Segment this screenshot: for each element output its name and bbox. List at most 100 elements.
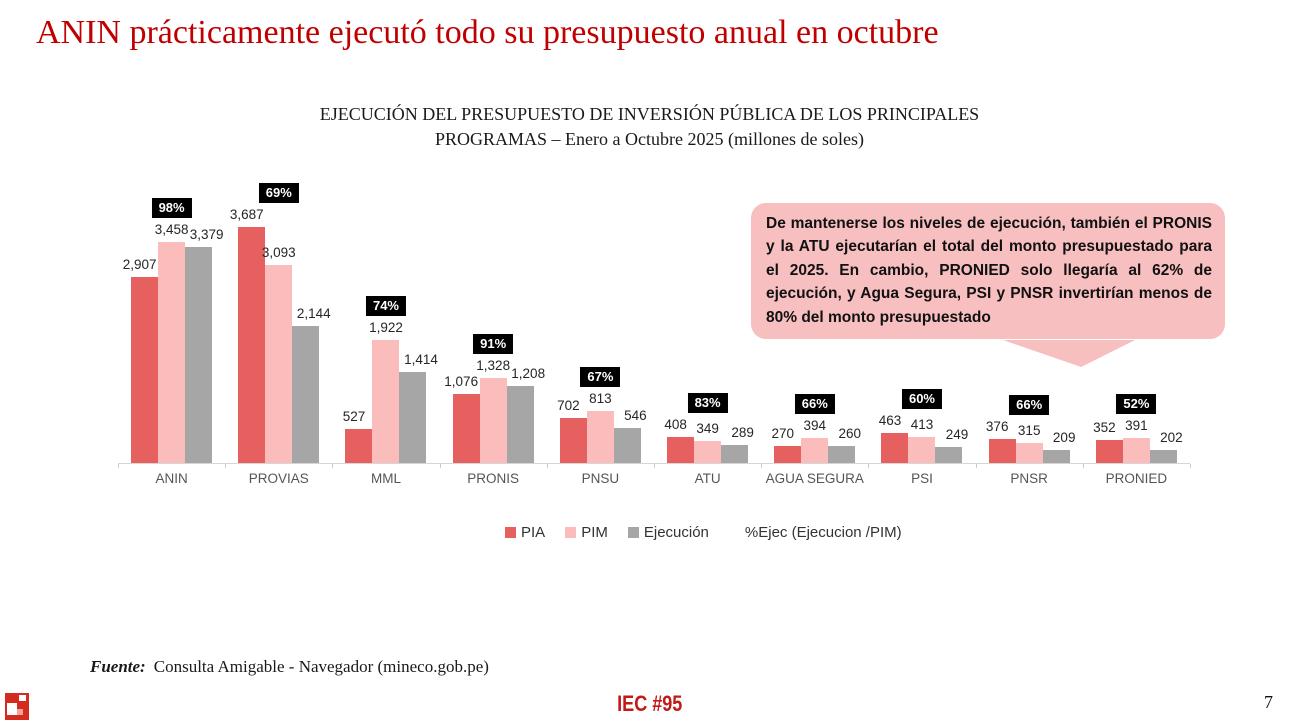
bar-value-label: 315: [1017, 423, 1041, 438]
bar-pim-provias: [265, 265, 293, 463]
bar-pia-anin: [131, 277, 159, 463]
bar-value-label: 394: [803, 418, 827, 433]
bar-value-label: 249: [945, 427, 969, 442]
legend-item-pim: PIM: [565, 524, 608, 541]
bar-value-label: 260: [838, 426, 862, 441]
chart-title: EJECUCIÓN DEL PRESUPUESTO DE INVERSIÓN P…: [0, 102, 1299, 152]
brand-logo-icon: [5, 693, 29, 720]
pct-ejec-badge-pronis: 91%: [473, 334, 514, 354]
category-label-mml: MML: [370, 471, 401, 486]
bar-group-pnsu: 702 813 546 67% PNSU: [547, 180, 654, 486]
bar-group-pronied: 352 391 202 52% PRONIED: [1083, 180, 1190, 486]
bar-value-label: 352: [1093, 420, 1116, 435]
x-axis-tick: [761, 464, 763, 468]
x-axis-tick: [332, 464, 334, 468]
legend-label-pia: PIA: [521, 524, 546, 541]
category-label-pronis: PRONIS: [467, 471, 520, 486]
bar-value-label: 813: [589, 391, 612, 406]
bar-value-label: 2,144: [296, 306, 331, 321]
bar-pim-pronied: [1122, 438, 1150, 463]
bar-value-label: 3,458: [154, 222, 189, 237]
bar-value-label: 2,907: [122, 257, 157, 272]
x-axis-tick: [654, 464, 655, 468]
bar-value-label: 3,093: [261, 245, 296, 260]
bar-pia-psi: [881, 433, 909, 463]
category-label-psi: PSI: [911, 471, 933, 486]
bar-value-label: 289: [731, 425, 754, 440]
source-label: Fuente:: [90, 657, 146, 676]
bar-pia-pnsr: [988, 439, 1016, 463]
bar-ejecuci-n-pnsu: [613, 428, 641, 463]
pct-ejec-badge-agua-segura: 66%: [794, 394, 835, 414]
pct-ejec-badge-pnsu: 67%: [580, 367, 621, 387]
bar-group-psi: 463 413 249 60% PSI: [868, 180, 975, 486]
bar-group-agua-segura: 270 394 260 66% AGUA SEGURA: [761, 180, 868, 486]
x-axis-tick: [975, 464, 977, 468]
footer-brand: IEC #95: [616, 691, 683, 716]
bar-ejecuci-n-mml: [399, 372, 427, 463]
callout-text: De mantenerse los niveles de ejecución, …: [766, 215, 1212, 326]
bar-value-label: 270: [771, 426, 795, 441]
bar-value-label: 546: [624, 408, 647, 423]
legend-swatch-pim: [565, 527, 577, 538]
x-axis-tick: [868, 464, 870, 468]
pct-ejec-badge-anin: 98%: [151, 198, 192, 218]
category-label-atu: ATU: [694, 471, 721, 486]
legend-swatch-pia: [505, 527, 516, 538]
pct-ejec-badge-psi: 60%: [901, 389, 942, 409]
bar-ejecuci-n-provias: [292, 326, 320, 463]
pct-ejec-badge-mml: 74%: [365, 296, 406, 316]
bar-value-label: 1,922: [369, 320, 403, 335]
bar-pia-pronied: [1095, 440, 1123, 463]
bar-ejecuci-n-anin: [185, 247, 213, 463]
category-label-provias: PROVIAS: [248, 471, 309, 486]
bar-value-label: 527: [342, 409, 366, 424]
callout-bubble: De mantenerse los niveles de ejecución, …: [751, 203, 1225, 340]
pct-ejec-badge-provias: 69%: [258, 183, 299, 203]
x-axis-tick: [439, 464, 441, 468]
category-label-pronied: PRONIED: [1105, 471, 1168, 486]
category-label-agua-segura: AGUA SEGURA: [765, 471, 864, 486]
slide-title: ANIN prácticamente ejecutó todo su presu…: [36, 14, 939, 51]
bar-pia-provias: [238, 227, 266, 463]
pct-ejec-badge-pnsr: 66%: [1009, 395, 1050, 415]
bar-group-pnsr: 376 315 209 66% PNSR: [976, 180, 1083, 486]
x-axis-tick: [546, 464, 548, 468]
pct-ejec-badge-atu: 83%: [687, 393, 728, 413]
bar-value-label: 463: [878, 413, 902, 428]
bar-pia-pronis: [452, 394, 480, 463]
legend-item-pia: PIA: [505, 524, 545, 541]
legend-item-ejecuci-n: Ejecución: [627, 524, 709, 541]
chart-legend: PIA PIM Ejecución %Ejec (Ejecucion /PIM): [505, 524, 902, 541]
bar-group-atu: 408 349 289 83% ATU: [654, 180, 761, 486]
bar-ejecuci-n-pronis: [506, 386, 534, 463]
bar-ejecuci-n-psi: [935, 447, 963, 463]
bar-pim-pnsr: [1015, 443, 1043, 463]
page-number: 7: [1264, 692, 1273, 712]
legend-label-pim: PIM: [581, 524, 608, 541]
bar-pia-mml: [345, 429, 373, 463]
source-note: Fuente: Consulta Amigable - Navegador (mi…: [90, 657, 489, 677]
chart-title-line1: EJECUCIÓN DEL PRESUPUESTO DE INVERSIÓN P…: [319, 104, 980, 124]
category-label-pnsu: PNSU: [581, 471, 620, 486]
bar-value-label: 413: [910, 417, 934, 432]
x-axis-tick: [118, 464, 119, 468]
bar-group-provias: 3,687 3,093 2,144 69% PROVIAS: [225, 180, 332, 486]
bar-group-pronis: 1,076 1,328 1,208 91% PRONIS: [440, 180, 547, 486]
category-label-pnsr: PNSR: [1010, 471, 1048, 486]
bar-value-label: 209: [1052, 430, 1076, 445]
bar-chart: 2,907 3,458 3,379 98% ANIN 3,687 3,093 2,144 69%…: [118, 180, 1191, 486]
bar-pim-pronis: [479, 378, 507, 463]
pct-ejec-badge-pronied: 52%: [1116, 394, 1157, 414]
bar-ejecuci-n-agua-segura: [828, 446, 856, 463]
bar-pia-pnsu: [559, 418, 587, 463]
x-axis-tick: [1082, 464, 1084, 468]
x-axis-tick: [225, 464, 227, 468]
legend-extra-label: %Ejec (Ejecucion /PIM): [744, 524, 902, 541]
bar-value-label: 1,414: [404, 352, 438, 367]
bar-value-label: 3,687: [229, 207, 264, 222]
source-text: Consulta Amigable - Navegador (mineco.go…: [153, 657, 489, 676]
legend-swatch-ejecuci-n: [627, 527, 639, 538]
chart-title-line2: PROGRAMAS – Enero a Octubre 2025 (millon…: [435, 129, 864, 149]
